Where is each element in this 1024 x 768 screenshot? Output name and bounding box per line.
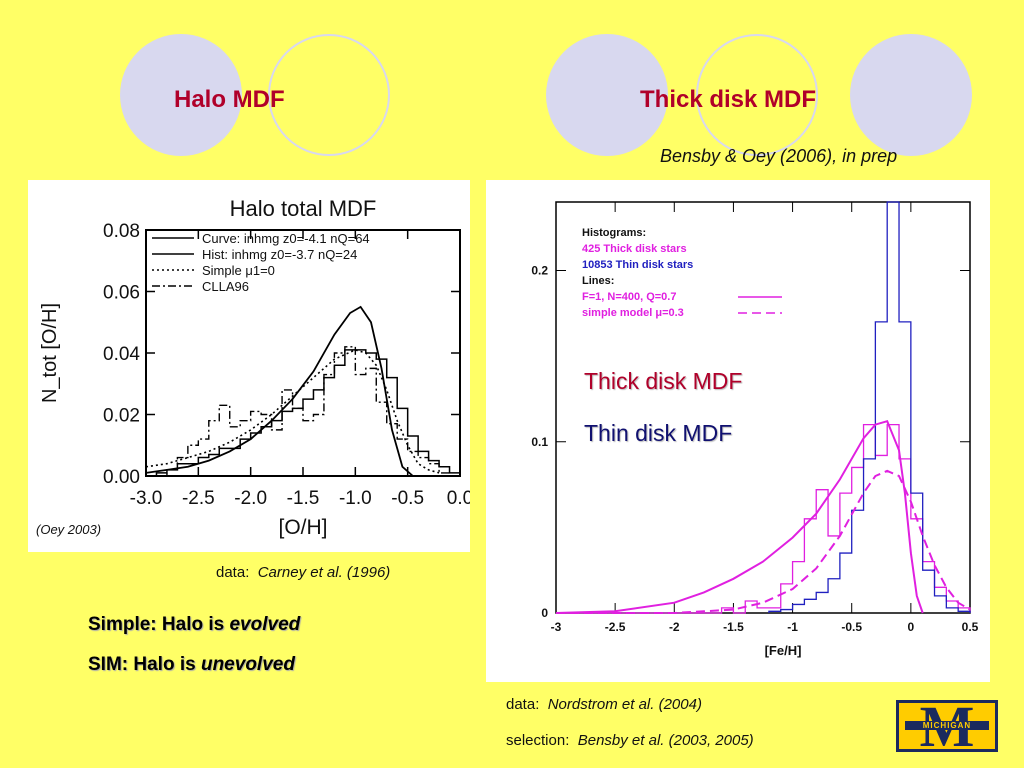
disk-legend-heading: Histograms: — [582, 227, 646, 239]
disk-xlabel: [Fe/H] — [765, 643, 802, 658]
disk-xtick-label: -3 — [551, 620, 562, 634]
sim-prefix: SIM: Halo is — [88, 654, 201, 675]
simple-line: Simple: Halo is evolved — [88, 614, 300, 636]
selection-prefix: selection: — [506, 732, 570, 749]
disk-series-1 — [768, 201, 971, 613]
disk-chart: -3 -2.5 -2 -1.5 -1 -0.5 0 0.5 0 0.1 0.2 [Fe/H] Histo… — [531, 201, 979, 658]
halo-ytick-label: 0.08 — [103, 221, 140, 242]
halo-xtick-label: -0.5 — [391, 488, 424, 509]
selection-line: selection: Bensby et al. (2003, 2005) — [506, 732, 754, 749]
disk-legend-model: F=1, N=400, Q=0.7 — [582, 291, 676, 303]
logo-text: MICHIGAN — [905, 721, 989, 730]
deco-ring-1 — [268, 34, 390, 156]
halo-xtick-label: 0.0 — [447, 488, 470, 509]
simple-prefix: Simple: Halo is — [88, 614, 230, 635]
halo-ylabel: N_tot [O/H] — [39, 303, 61, 403]
halo-plot-frame — [145, 229, 461, 477]
halo-legend-label: Simple μ1=0 — [202, 263, 275, 278]
disk-series-2 — [555, 419, 924, 614]
halo-legend-label: CLLA96 — [202, 279, 249, 294]
left-data-line: data: Carney et al. (1996) — [216, 564, 390, 581]
halo-xtick-label: -1.0 — [339, 488, 372, 509]
disk-chart-panel: -3 -2.5 -2 -1.5 -1 -0.5 0 0.5 0 0.1 0.2 [Fe/H] Histo… — [486, 180, 990, 682]
disk-xtick-label: 0 — [908, 620, 915, 634]
disk-ytick-label: 0.2 — [531, 264, 548, 278]
halo-legend-label: Hist: inhmg z0=-3.7 nQ=24 — [202, 247, 357, 262]
halo-ytick-label: 0.00 — [103, 467, 140, 488]
disk-xtick-label: 0.5 — [962, 620, 979, 634]
simple-emph: evolved — [229, 614, 301, 635]
halo-xlabel: [O/H] — [278, 516, 327, 539]
disk-xtick-label: -0.5 — [841, 620, 862, 634]
oey-caption: (Oey 2003) — [36, 522, 102, 537]
halo-series-3 — [146, 346, 460, 477]
right-data-prefix: data: — [506, 696, 540, 713]
disk-series-3 — [556, 469, 971, 614]
disk-legend-thin: 10853 Thin disk stars — [582, 259, 693, 271]
halo-xtick-label: -2.0 — [234, 488, 267, 509]
sim-emph: unevolved — [200, 654, 295, 675]
deco-circle-1 — [120, 34, 242, 156]
disk-xtick-label: -1 — [787, 620, 798, 634]
halo-xtick-label: -3.0 — [130, 488, 163, 509]
halo-ytick-label: 0.04 — [103, 344, 140, 365]
overlay-thin-label: Thin disk MDF — [584, 420, 733, 446]
halo-legend-label: Curve: inhmg z0=-4.1 nQ=64 — [202, 231, 370, 246]
halo-series-2 — [145, 349, 440, 474]
disk-legend-lines-heading: Lines: — [582, 275, 614, 287]
disk-xtick-label: -2.5 — [605, 620, 626, 634]
left-data-prefix: data: — [216, 564, 250, 581]
halo-series-0 — [145, 305, 414, 477]
halo-chart: Halo total MDF -3.0 -2.5 -2.0 -1.5 -1.0 -0.5 0.… — [39, 196, 470, 539]
overlay-thick-label: Thick disk MDF — [584, 368, 743, 394]
disk-ytick-label: 0.1 — [531, 435, 548, 449]
halo-ytick-label: 0.06 — [103, 283, 140, 304]
michigan-logo: M MICHIGAN — [896, 697, 998, 757]
disk-legend-thick: 425 Thick disk stars — [582, 243, 687, 255]
disk-plot-frame — [555, 201, 971, 614]
disk-legend-simple: simple model μ=0.3 — [582, 307, 684, 319]
halo-chart-panel: Halo total MDF -3.0 -2.5 -2.0 -1.5 -1.0 -0.5 0.… — [28, 180, 470, 552]
deco-circle-2 — [546, 34, 668, 156]
halo-series-1 — [146, 349, 461, 477]
halo-xtick-label: -1.5 — [287, 488, 320, 509]
right-data-line: data: Nordstrom et al. (2004) — [506, 696, 702, 713]
right-data-source: Nordstrom et al. (2004) — [547, 696, 702, 713]
selection-source: Bensby et al. (2003, 2005) — [577, 732, 754, 749]
disk-series-0 — [556, 423, 971, 614]
left-data-source: Carney et al. (1996) — [257, 564, 391, 581]
halo-ytick-label: 0.02 — [103, 406, 140, 427]
deco-ring-2 — [696, 34, 818, 156]
title-halo-mdf: Halo MDF — [174, 86, 285, 113]
disk-ytick-label: 0 — [541, 606, 548, 620]
halo-xtick-label: -2.5 — [182, 488, 215, 509]
sim-line: SIM: Halo is unevolved — [88, 654, 295, 676]
disk-xtick-label: -1.5 — [723, 620, 744, 634]
deco-circle-3 — [850, 34, 972, 156]
title-thick-disk-mdf: Thick disk MDF — [640, 86, 817, 113]
citation-bensby-oey: Bensby & Oey (2006), in prep — [660, 146, 898, 166]
halo-chart-title: Halo total MDF — [230, 196, 377, 221]
disk-xtick-label: -2 — [669, 620, 680, 634]
